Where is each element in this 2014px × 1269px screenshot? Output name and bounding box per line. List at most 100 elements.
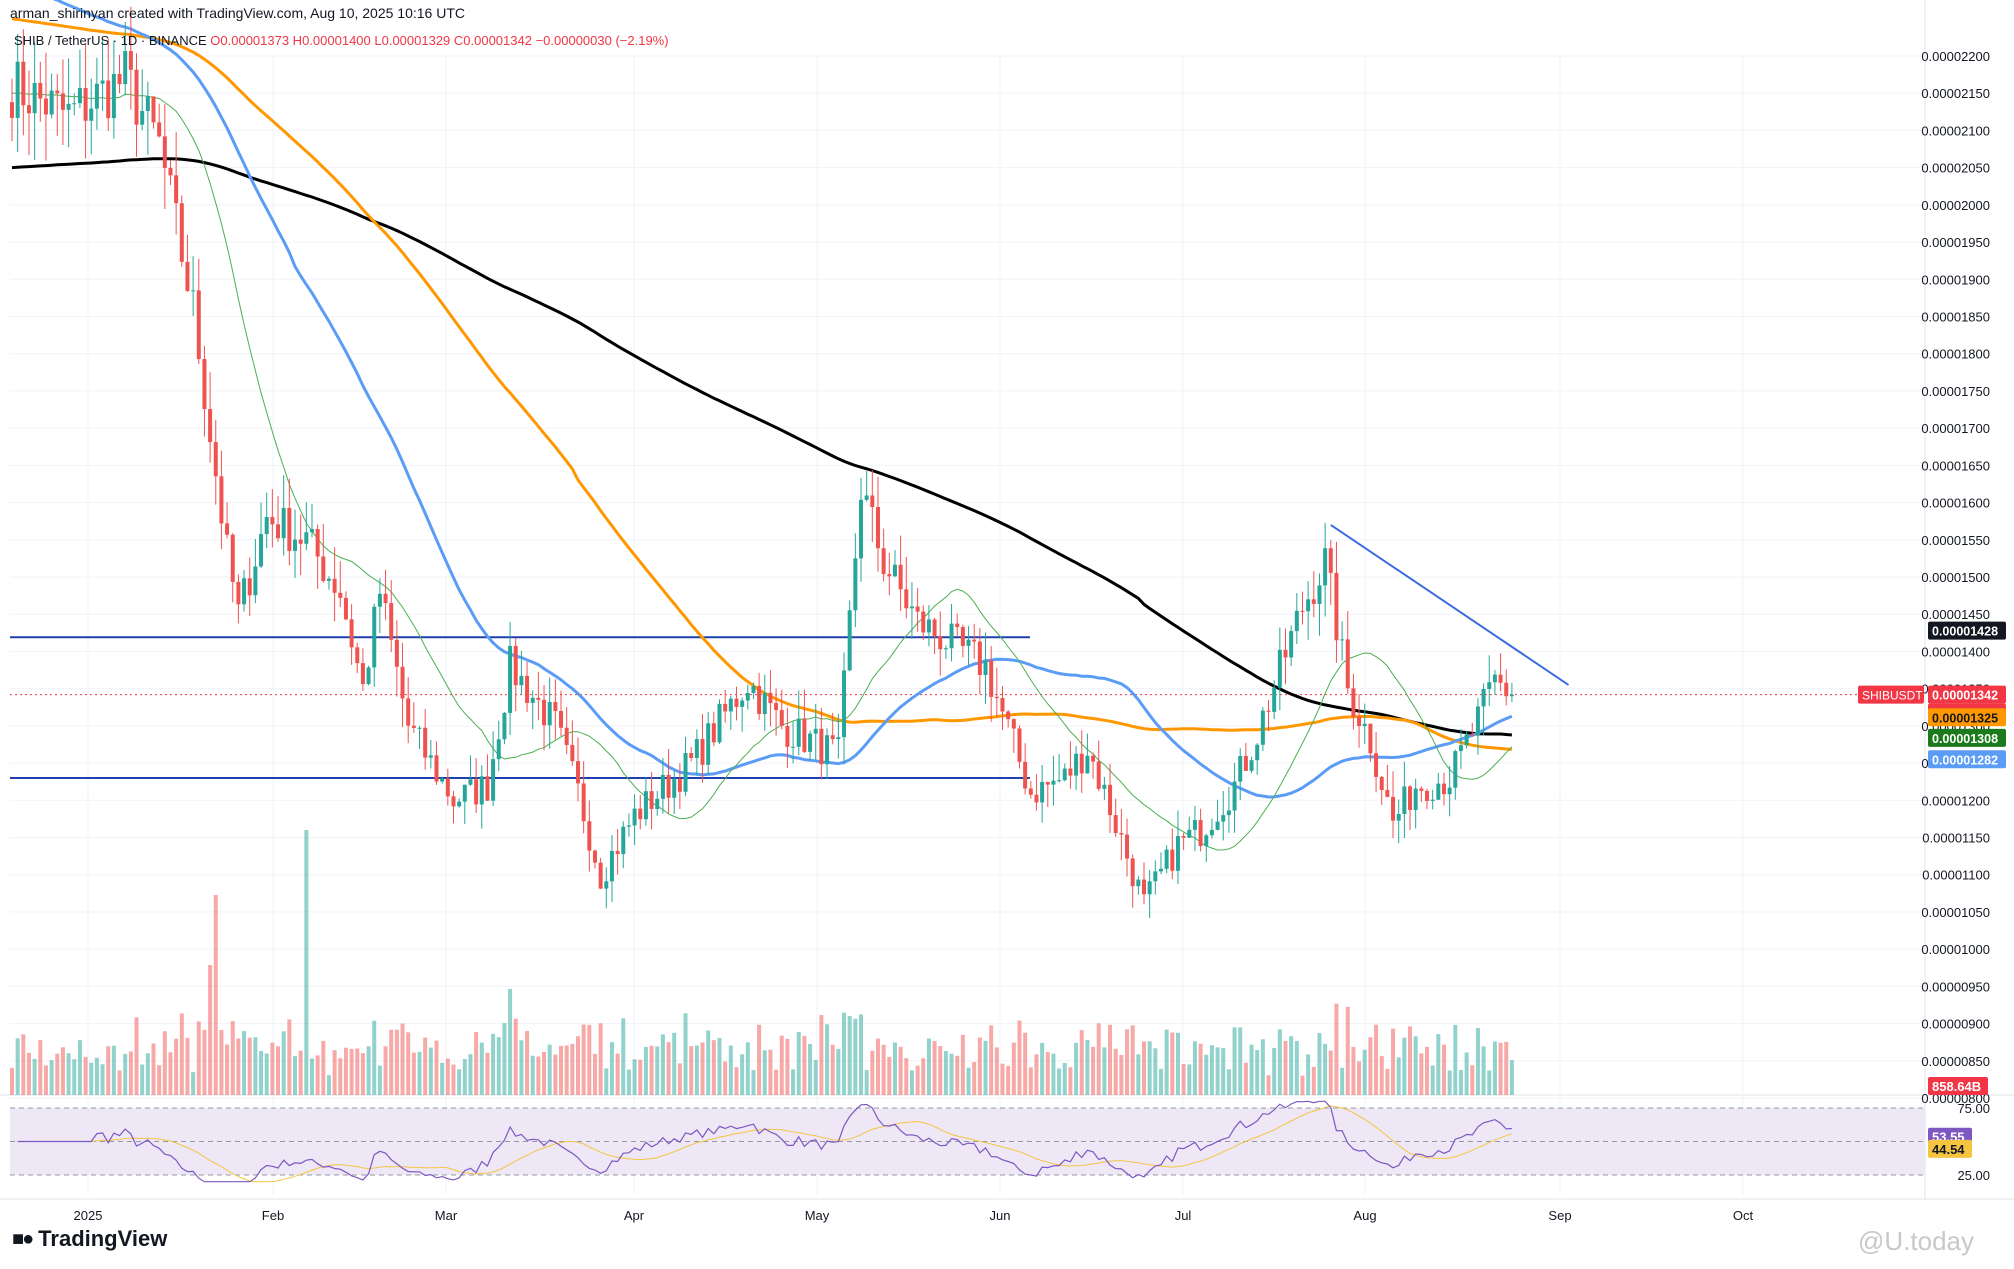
candle-body [1142, 879, 1146, 895]
volume-bar [111, 1045, 116, 1095]
symbol-badge [1858, 685, 1924, 704]
time-tick-label: Feb [262, 1208, 284, 1223]
volume-bar [972, 1061, 977, 1095]
candle-body [191, 290, 196, 292]
candle-body [542, 699, 547, 726]
candle-body [1453, 751, 1458, 788]
volume-bar [60, 1047, 65, 1095]
candle-body [496, 739, 501, 760]
volume-bar [694, 1045, 699, 1095]
time-tick-label: Sep [1548, 1208, 1571, 1223]
tradingview-logo-icon: ■● [12, 1227, 34, 1250]
volume-bar [298, 1050, 303, 1095]
volume-bar [587, 1024, 592, 1095]
candle-body [689, 752, 694, 758]
candle-body [621, 826, 626, 855]
price-badge [1928, 728, 2006, 747]
candle-body [174, 175, 179, 204]
candle-body [847, 610, 852, 671]
ma-20-line[interactable] [11, 92, 1513, 851]
volume-bar [1492, 1041, 1497, 1095]
candle-body [1487, 682, 1492, 690]
candle-body [1017, 728, 1022, 762]
volume-bar [338, 1058, 343, 1095]
volume-bar [1209, 1045, 1214, 1095]
candle-body [117, 73, 122, 85]
volume-bar [213, 895, 218, 1095]
trend-line-segment[interactable] [1330, 524, 1570, 686]
volume-bar [734, 1067, 739, 1095]
volume-bar [66, 1053, 71, 1095]
candle-body [1108, 784, 1113, 816]
candle-body [870, 495, 875, 508]
volume-bar [660, 1034, 665, 1095]
volume-bar [1283, 1040, 1288, 1095]
volume-bar [1198, 1043, 1203, 1095]
candle-body [428, 755, 433, 758]
volume-bar [315, 1055, 320, 1095]
candle-body [819, 728, 824, 765]
volume-bar [1170, 1032, 1175, 1095]
candle-body [157, 122, 162, 137]
tradingview-logo[interactable]: ■● TradingView [12, 1226, 167, 1252]
volume-bar [106, 1046, 111, 1095]
volume-bar [757, 1024, 762, 1095]
candle-body [808, 733, 813, 752]
volume-bar [230, 1021, 235, 1095]
price-tick-label: 0.00001100 [1922, 868, 1990, 883]
candle-body [270, 517, 275, 525]
candle-body [66, 103, 71, 110]
candle-body [1328, 548, 1333, 573]
volume-bar [1249, 1044, 1254, 1095]
volume-bar [1130, 1025, 1135, 1095]
volume-bar [496, 1037, 501, 1095]
volume-bar [400, 1023, 405, 1095]
candle-body [1306, 599, 1311, 612]
price-axis[interactable]: 0.00002200 0.00002150 0.00002100 0.00002050… [1921, 49, 1990, 1106]
ma-100-line[interactable] [11, 17, 1513, 751]
symbol-legend[interactable]: SHIB / TetherUS · 1D · BINANCE O0.000013… [14, 33, 669, 48]
volume-bar [1413, 1036, 1418, 1095]
volume-bar [191, 1072, 196, 1095]
candle-body [932, 619, 937, 637]
volume-bar [1091, 1046, 1096, 1095]
candle-body [536, 697, 541, 700]
candle-body [89, 108, 94, 121]
candle-body [1170, 849, 1175, 871]
price-badge-label: 0.00001308 [1932, 732, 1998, 746]
trend-line[interactable] [1330, 524, 1570, 686]
candle-body [145, 96, 150, 111]
volume-bar [994, 1047, 999, 1095]
candle-body [55, 90, 60, 94]
candle-body [1277, 649, 1282, 688]
ma-50-line[interactable] [12, 0, 1513, 799]
volume-bar [926, 1038, 931, 1095]
price-tick-label: 0.00001450 [1921, 607, 1990, 622]
volume-bar [1441, 1044, 1446, 1095]
volume-bar [1096, 1023, 1101, 1095]
candle-body [994, 696, 999, 699]
volume-bar [530, 1055, 535, 1095]
volume-bar [321, 1040, 326, 1095]
candle-body [604, 881, 609, 889]
volume-bar [1509, 1060, 1514, 1095]
ma-200-line[interactable] [11, 157, 1513, 737]
time-axis[interactable]: 2025 Feb Mar Apr May Jun Jul Aug Sep Oct [74, 1208, 1754, 1223]
volume-bar [576, 1036, 580, 1095]
volume-bar [621, 1018, 626, 1095]
candle-body [779, 710, 784, 726]
candle-body [72, 103, 77, 105]
candle-body [434, 755, 439, 782]
volume-bar [1147, 1041, 1152, 1095]
time-tick-label: Jun [990, 1208, 1011, 1223]
candle-body [423, 727, 428, 758]
candle-body [864, 495, 869, 500]
volume-bar [683, 1013, 688, 1095]
volume-bar [491, 1033, 496, 1095]
candle-body [1079, 753, 1084, 774]
candle-body [1492, 674, 1497, 683]
volume-bar [377, 1065, 382, 1095]
volume-bar [1011, 1042, 1016, 1095]
candle-body [355, 647, 360, 664]
